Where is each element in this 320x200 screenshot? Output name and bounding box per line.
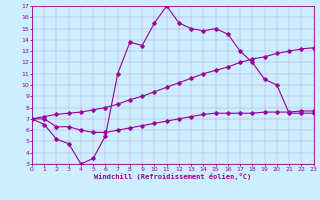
X-axis label: Windchill (Refroidissement éolien,°C): Windchill (Refroidissement éolien,°C) <box>94 173 252 180</box>
